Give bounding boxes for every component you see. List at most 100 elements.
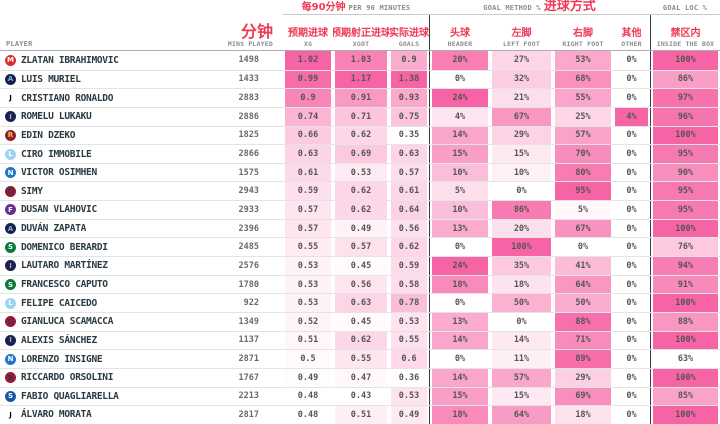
stat-value: 0.55 — [285, 238, 331, 257]
club-crest-icon-genoa: G — [5, 316, 16, 328]
mins-played-value: 1498 — [238, 55, 259, 66]
player-cell: R EDIN DZEKO — [0, 127, 213, 145]
stat-cell-goals: 0.78 — [389, 294, 429, 312]
stat-cell-xgot: 0.45 — [333, 257, 389, 275]
player-name: LAUTARO MARTÍNEZ — [21, 260, 108, 272]
stat-cell-xg: 0.53 — [283, 275, 333, 294]
player-name: ZLATAN IBRAHIMOVIC — [21, 54, 119, 66]
mins-played-value: 1575 — [238, 167, 259, 178]
player-cell: I ALEXIS SÁNCHEZ — [0, 332, 213, 350]
stat-cell-header_pct: 18% — [429, 275, 490, 294]
stat-cell-goals: 0.35 — [389, 126, 429, 145]
stat-cell-goals: 0.49 — [389, 406, 429, 424]
stat-cell-box: 100% — [650, 331, 720, 350]
stat-cell-left: 67% — [490, 107, 553, 126]
stat-value: 27% — [492, 51, 551, 70]
stat-value: 0.75 — [391, 107, 427, 126]
player-name: DUSAN VLAHOVIC — [21, 204, 97, 216]
stat-value: 14% — [432, 368, 488, 387]
stat-value: 10% — [432, 201, 488, 219]
stat-value: 18% — [555, 406, 611, 424]
stat-cell-other: 0% — [613, 368, 650, 387]
stat-value: 0% — [615, 275, 648, 294]
table-row: R EDIN DZEKO 1825 0.66 0.62 0.35 14% 29% 57% 0% 10… — [0, 125, 720, 145]
stat-value: 0.63 — [285, 145, 331, 163]
stat-cell-goals: 0.57 — [389, 163, 429, 182]
stat-cell-xgot: 0.45 — [333, 312, 389, 331]
stat-cell-xg: 0.9 — [283, 89, 333, 107]
stat-cell-header_pct: 10% — [429, 163, 490, 182]
stat-cell-goals: 0.59 — [389, 257, 429, 275]
stat-cell-left: 10% — [490, 163, 553, 182]
club-crest-icon-juventus: J — [5, 409, 16, 421]
stat-cell-right: 41% — [553, 257, 613, 275]
stat-value: 0% — [615, 368, 648, 387]
stat-cell-right: 18% — [553, 406, 613, 424]
player-cell: N VICTOR OSIMHEN — [0, 164, 213, 182]
stat-value: 0% — [615, 70, 648, 89]
stat-cell-header_pct: 0% — [429, 350, 490, 368]
table-row: N LORENZO INSIGNE 2871 0.5 0.55 0.6 0% 11% 89% 0%… — [0, 349, 720, 368]
stat-value: 0.49 — [285, 368, 331, 387]
stat-value: 100% — [653, 406, 718, 424]
stat-value: 41% — [555, 257, 611, 275]
stat-value: 0% — [615, 163, 648, 182]
player-name: LORENZO INSIGNE — [21, 353, 103, 365]
stat-cell-box: 100% — [650, 219, 720, 238]
stat-value: 0.57 — [391, 163, 427, 182]
stat-value: 91% — [653, 275, 718, 294]
stat-cell-box: 95% — [650, 145, 720, 163]
stat-value: 0.63 — [335, 294, 387, 312]
stat-value: 1.17 — [335, 70, 387, 89]
stat-value: 0.63 — [391, 145, 427, 163]
mins-played-value: 2576 — [238, 260, 259, 271]
stat-value: 13% — [432, 312, 488, 331]
stat-cell-header_pct: 5% — [429, 182, 490, 201]
stat-cell-goals: 0.62 — [389, 238, 429, 257]
stat-value: 0.66 — [285, 126, 331, 145]
stat-cell-xg: 0.57 — [283, 201, 333, 219]
stat-cell-xg: 0.59 — [283, 182, 333, 201]
club-crest-icon-inter: I — [5, 260, 16, 272]
club-crest-icon-napoli: N — [5, 167, 16, 179]
stat-cell-right: 89% — [553, 350, 613, 368]
right-foot-cn: 右脚 — [573, 28, 593, 39]
stat-cell-xg: 0.48 — [283, 406, 333, 424]
col-header-xgot: 预期射正进球 XGOT — [333, 15, 389, 50]
stat-cell-left: 0% — [490, 182, 553, 201]
player-cell: L CIRO IMMOBILE — [0, 145, 213, 163]
stat-cell-other: 0% — [613, 219, 650, 238]
stat-cell-left: 32% — [490, 70, 553, 89]
stat-value: 50% — [492, 294, 551, 312]
stat-cell-header_pct: 0% — [429, 70, 490, 89]
stat-value: 1.38 — [391, 70, 427, 89]
stat-value: 0.49 — [335, 219, 387, 238]
stat-cell-header_pct: 14% — [429, 126, 490, 145]
mins-played-value: 2866 — [238, 149, 259, 160]
stat-cell-xgot: 0.62 — [333, 331, 389, 350]
stat-value: 100% — [492, 238, 551, 257]
player-cell: J CRISTIANO RONALDO — [0, 89, 213, 107]
xgot-cn: 预期射正进球 — [333, 28, 389, 39]
stat-cell-left: 100% — [490, 238, 553, 257]
col-header-header-goals: 头球 HEADER — [429, 15, 490, 50]
stat-cell-box: 100% — [650, 406, 720, 424]
col-header-right-foot: 右脚 RIGHT FOOT — [553, 15, 613, 50]
group-per90: 每90分钟 PER 90 MINUTES — [283, 0, 429, 15]
player-name: ÁLVARO MORATA — [21, 409, 92, 421]
stat-cell-xg: 0.63 — [283, 145, 333, 163]
stat-value: 90% — [653, 163, 718, 182]
stat-value: 0% — [432, 350, 488, 368]
player-name: FRANCESCO CAPUTO — [21, 279, 108, 290]
stat-value: 97% — [653, 89, 718, 107]
stat-value: 86% — [653, 70, 718, 89]
stat-cell-left: 20% — [490, 219, 553, 238]
stat-cell-right: 68% — [553, 70, 613, 89]
stat-cell-header_pct: 14% — [429, 368, 490, 387]
stat-cell-left: 86% — [490, 201, 553, 219]
stat-value: 0% — [615, 201, 648, 219]
mins-played-value: 2886 — [238, 111, 259, 122]
table-row: S FABIO QUAGLIARELLA 2213 0.48 0.43 0.53 15% 15… — [0, 386, 720, 406]
col-header-other: 其他 OTHER — [613, 15, 650, 50]
stat-cell-box: 85% — [650, 387, 720, 406]
